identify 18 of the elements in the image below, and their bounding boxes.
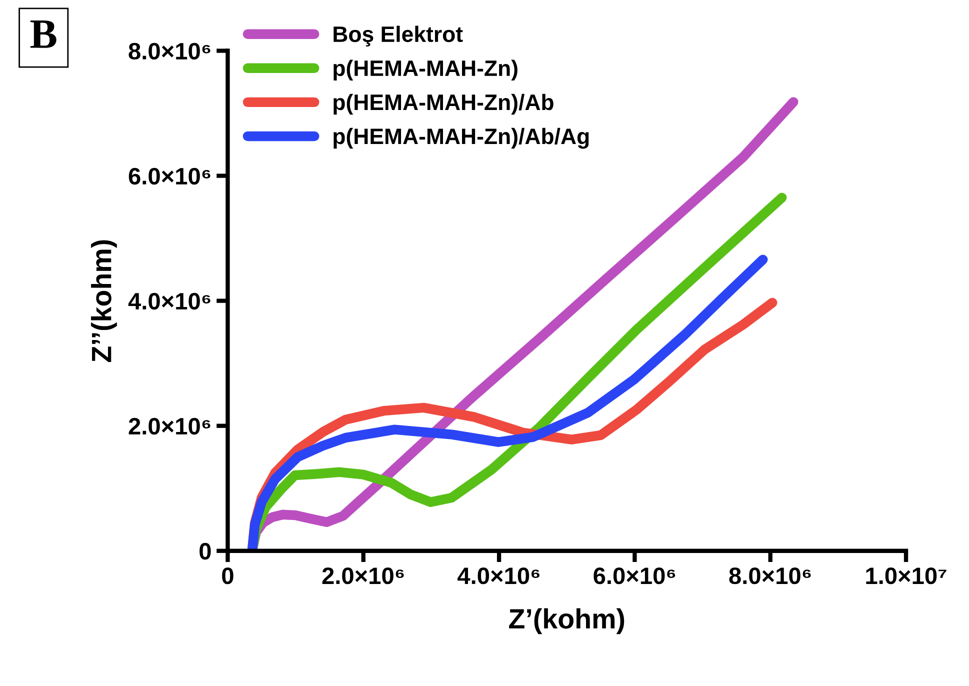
x-tick-label: 0: [222, 567, 234, 584]
y-tick-label: 4.0×10⁶: [128, 292, 210, 310]
text: B: [30, 20, 56, 48]
legend-label: p(HEMA-MAH-Zn)/Ab: [334, 94, 554, 115]
y-tick-label: 8.0×10⁶: [128, 42, 210, 60]
legend-label: Boş Elektrot: [334, 26, 463, 46]
y-tick-label: 2.0×10⁶: [128, 418, 210, 435]
x-tick-label: 2.0×10⁶: [322, 567, 404, 584]
legend-label: p(HEMA-MAH-Zn)/Ab/Ag: [334, 128, 589, 149]
x-tick-label: 8.0×10⁶: [729, 567, 811, 584]
y-axis-title: Z’’(kohm): [90, 240, 117, 362]
y-tick-label: 0: [200, 542, 211, 560]
x-tick-label: 6.0×10⁶: [594, 567, 676, 584]
x-axis-title: Z’(kohm): [509, 608, 624, 634]
x-tick-label: 4.0×10⁶: [458, 567, 540, 584]
x-tick-label: 1.0×10⁷: [866, 567, 946, 584]
legend-label: p(HEMA-MAH-Zn): [334, 60, 518, 81]
y-tick-label: 6.0×10⁶: [128, 168, 210, 185]
